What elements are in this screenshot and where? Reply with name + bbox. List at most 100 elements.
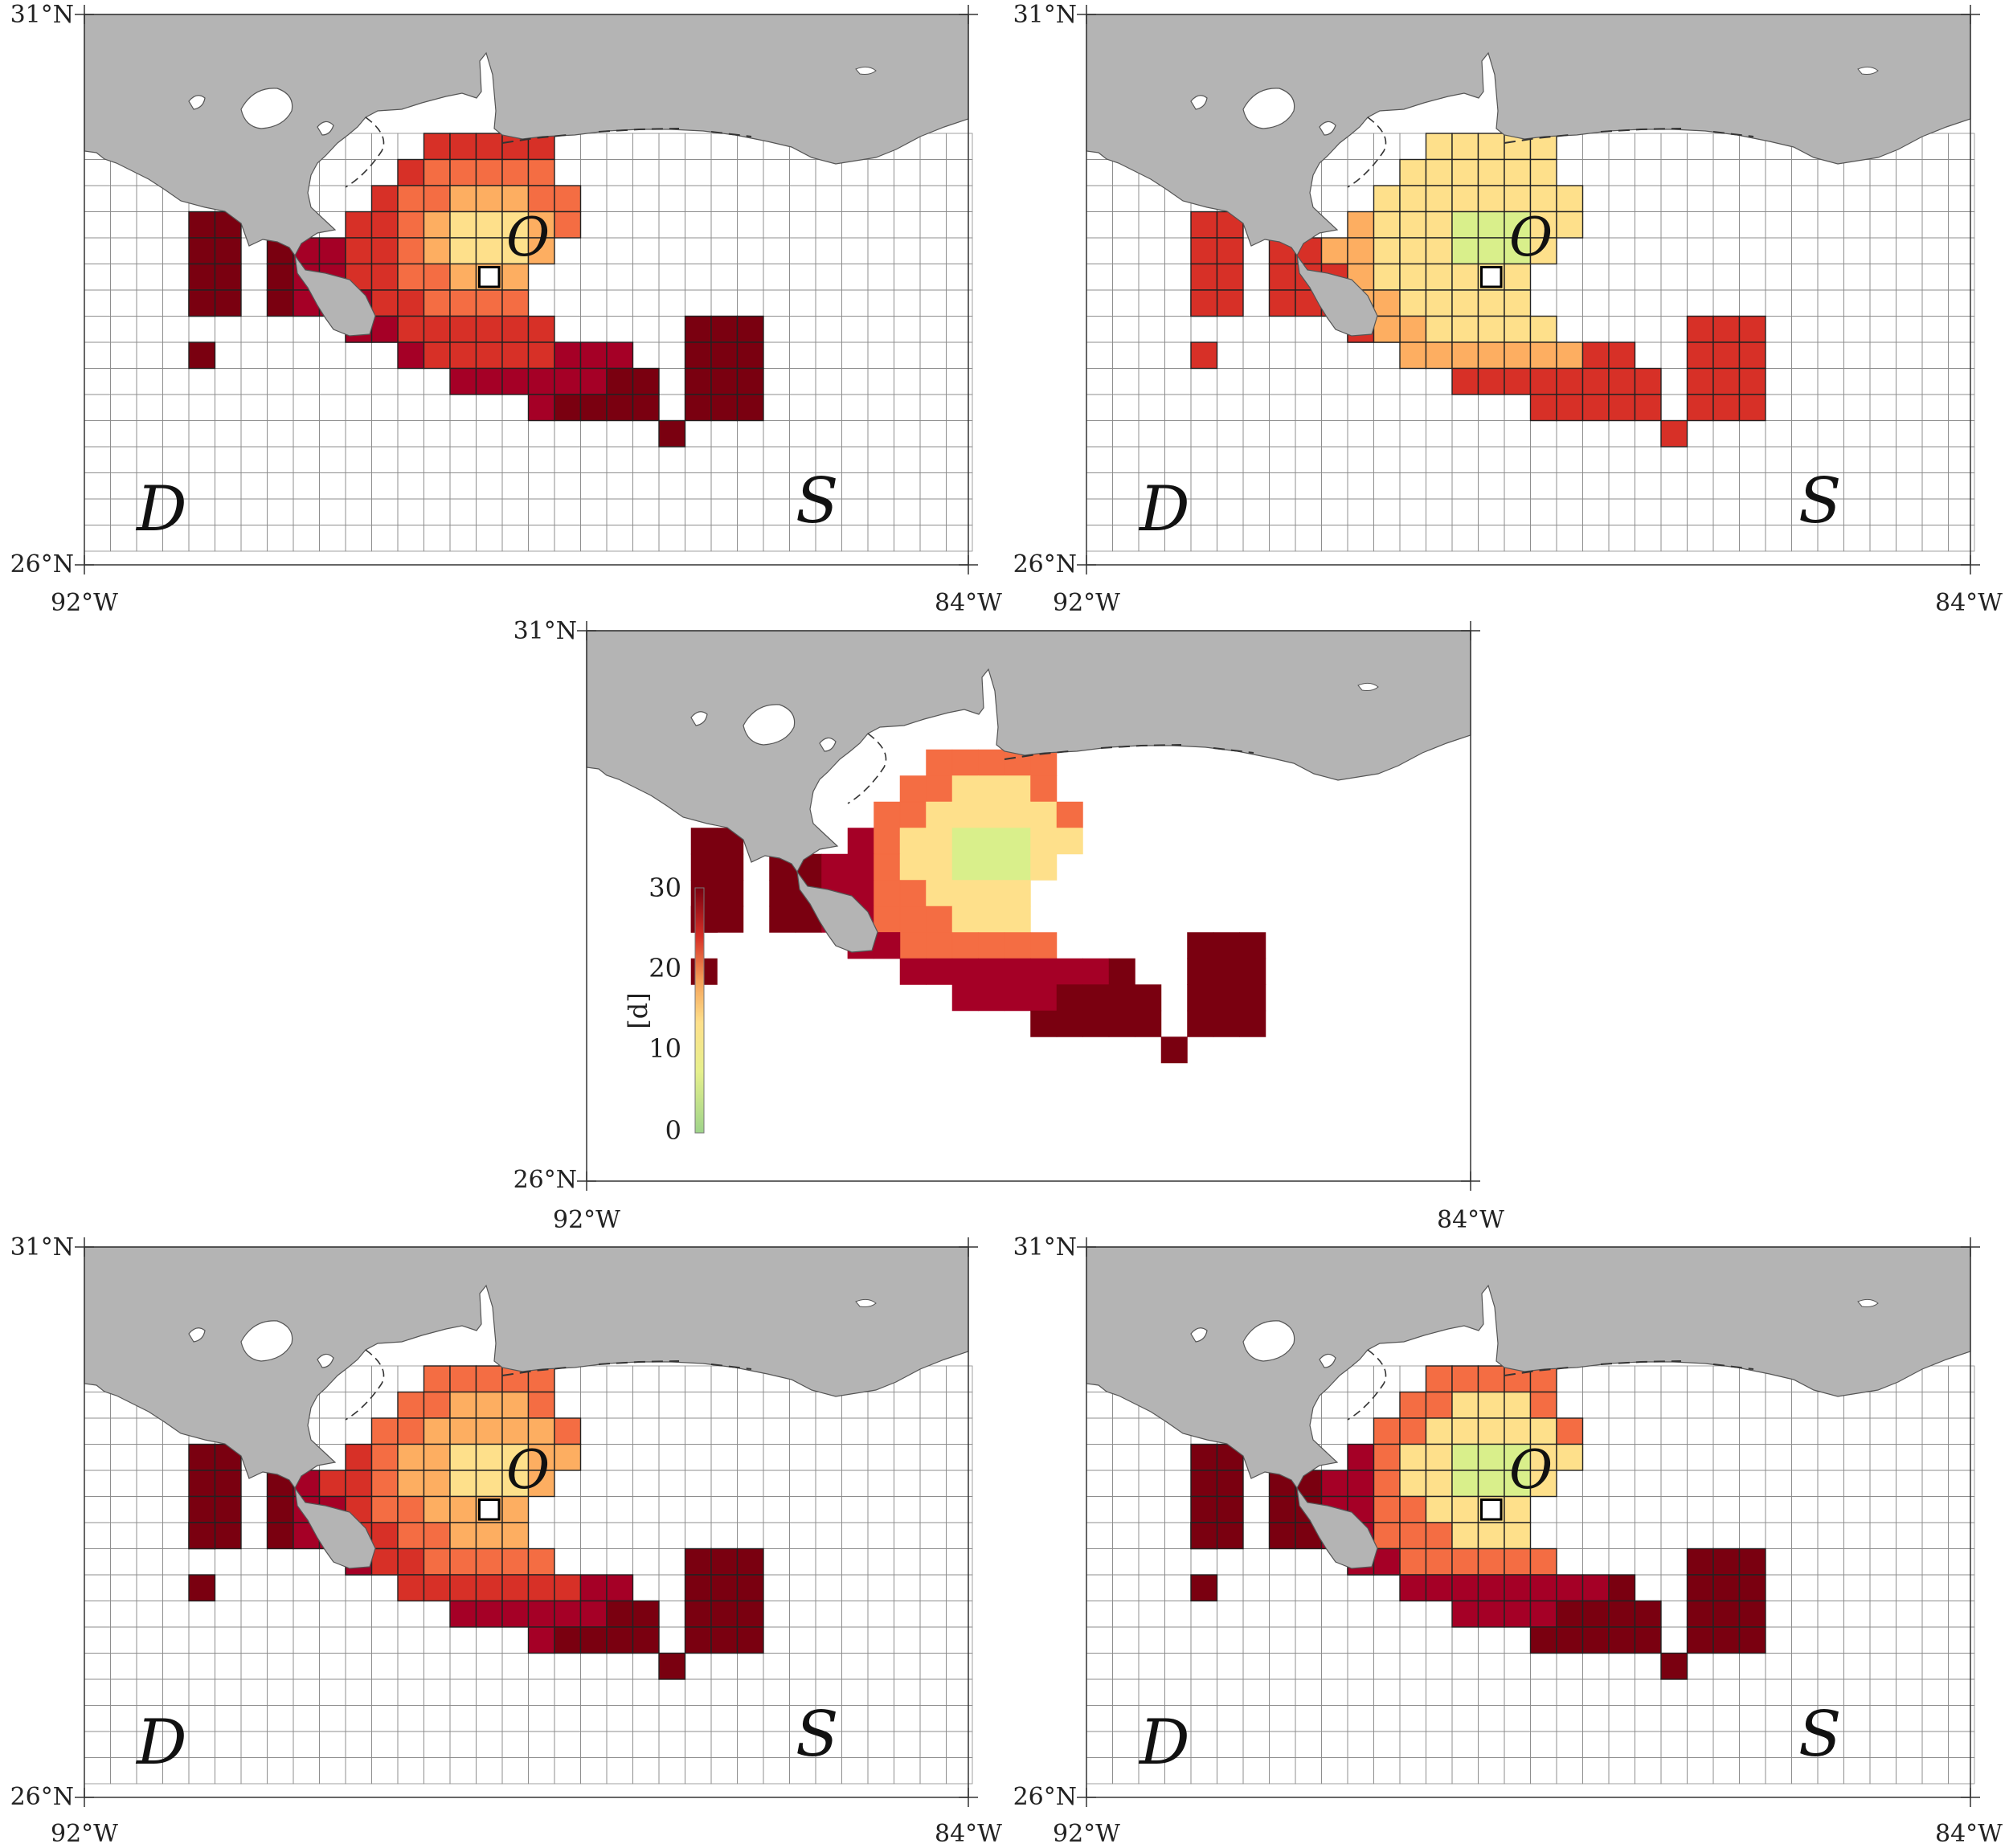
barrier-islands: [501, 1360, 752, 1376]
transit-cell: [632, 367, 660, 395]
transit-cell: [1581, 394, 1610, 422]
transit-cell: [449, 289, 477, 317]
transit-cell: [423, 133, 451, 161]
transit-cell: [717, 853, 744, 881]
lon-right-label: 84°W: [1935, 1820, 2003, 1848]
origin-box: [478, 266, 501, 288]
lake: [1242, 1320, 1295, 1362]
labels-bottom-left: 31°N 26°N 92°W 84°W D S O: [10, 1233, 1003, 1848]
transit-cell: [1451, 289, 1479, 317]
transit-cell: [475, 289, 503, 317]
map-frame: [84, 1246, 969, 1798]
lat-top-label: 31°N: [514, 617, 577, 645]
colorbar-tick-20: 20: [649, 953, 681, 983]
transit-cell: [1634, 1600, 1662, 1628]
transit-cell: [214, 1522, 242, 1550]
transit-cell: [1216, 263, 1244, 291]
origin-box: [1480, 1498, 1503, 1521]
transit-cell: [370, 315, 399, 343]
transit-cell: [1556, 1417, 1584, 1445]
transit-cell: [449, 315, 477, 343]
transit-cell: [397, 1495, 425, 1523]
transit-cell: [1268, 1495, 1296, 1523]
transit-cell: [1399, 1574, 1427, 1602]
transit-cell: [1608, 1626, 1636, 1654]
transit-cell: [1135, 984, 1162, 1012]
bay: [1357, 682, 1379, 691]
lake-small: [1190, 95, 1208, 110]
grid-cell: [946, 1757, 973, 1785]
transit-cell: [1529, 1547, 1557, 1576]
transit-cell: [1213, 1010, 1240, 1037]
region-origin-label: O: [506, 1439, 550, 1501]
transit-cell: [449, 1365, 477, 1393]
transit-cell: [684, 315, 712, 343]
lake-small: [1319, 121, 1336, 136]
transit-cell: [1425, 1391, 1453, 1419]
colorbar-tick-30: 30: [649, 873, 681, 903]
transit-cell: [1556, 1600, 1584, 1628]
transit-cell: [501, 367, 530, 395]
transit-cell: [1056, 984, 1083, 1012]
river-delta: [294, 255, 376, 337]
transit-cell: [449, 1495, 477, 1523]
labels-top-left: 31°N 26°N 92°W 84°W D S O: [10, 1, 1003, 617]
transit-cell: [1425, 289, 1453, 317]
transit-cell: [1373, 211, 1401, 239]
transit-cell: [475, 1365, 503, 1393]
transit-cell: [978, 853, 1005, 881]
lon-right-label: 84°W: [935, 1820, 1002, 1848]
transit-cell: [1399, 263, 1427, 291]
transit-cell: [188, 1495, 216, 1523]
transit-cell: [579, 1574, 608, 1602]
transit-cell: [527, 185, 555, 213]
transit-cell: [1399, 158, 1427, 186]
transit-cell: [769, 906, 796, 933]
transit-cell: [1030, 1010, 1058, 1037]
transit-cell: [188, 341, 216, 370]
transit-cell: [449, 1391, 477, 1419]
lake-small: [317, 121, 334, 136]
river-delta: [294, 1487, 376, 1569]
transit-cell: [579, 394, 608, 422]
transit-cell: [899, 828, 927, 855]
lake-small: [1190, 1327, 1208, 1343]
transit-cell: [423, 341, 451, 370]
transit-cell: [710, 1547, 739, 1576]
transit-cell: [1213, 932, 1240, 959]
transit-cell: [423, 1417, 451, 1445]
transit-cell: [926, 958, 953, 985]
transit-cell: [1451, 1600, 1479, 1628]
transit-cell: [926, 853, 953, 881]
transit-cell: [579, 367, 608, 395]
transit-cell: [1686, 1626, 1714, 1654]
transit-cell: [1504, 263, 1532, 291]
transit-cell: [1347, 1443, 1375, 1471]
transit-cell: [1030, 801, 1058, 828]
lat-top-label: 31°N: [1013, 1233, 1077, 1261]
transit-cell: [188, 289, 216, 317]
transit-cell: [1529, 158, 1557, 186]
transit-cell: [1425, 341, 1453, 370]
transit-cell: [1056, 801, 1083, 828]
transit-cell: [606, 341, 634, 370]
transit-cell: [1581, 1574, 1610, 1602]
transit-cell: [1425, 1495, 1453, 1523]
transit-cell: [606, 1574, 634, 1602]
transit-cell: [527, 394, 555, 422]
transit-cell: [684, 1626, 712, 1654]
transit-cell: [1556, 1443, 1584, 1471]
transit-cell: [423, 1495, 451, 1523]
transit-cell: [926, 801, 953, 828]
transit-cell: [1108, 984, 1135, 1012]
transit-cell: [1686, 1547, 1714, 1576]
transit-cell: [1477, 133, 1505, 161]
transit-cell: [736, 315, 764, 343]
transit-cell: [1686, 394, 1714, 422]
transit-cell: [527, 341, 555, 370]
transit-cell: [1504, 1522, 1532, 1550]
transit-cell: [1373, 1443, 1401, 1471]
transit-cell: [527, 211, 555, 239]
transit-cell: [554, 1574, 582, 1602]
map-frame: [586, 630, 1471, 1182]
